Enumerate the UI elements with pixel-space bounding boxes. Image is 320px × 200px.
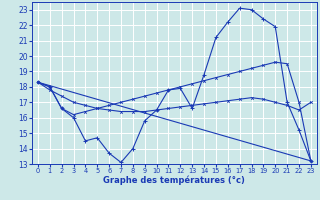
- X-axis label: Graphe des températures (°c): Graphe des températures (°c): [103, 176, 245, 185]
